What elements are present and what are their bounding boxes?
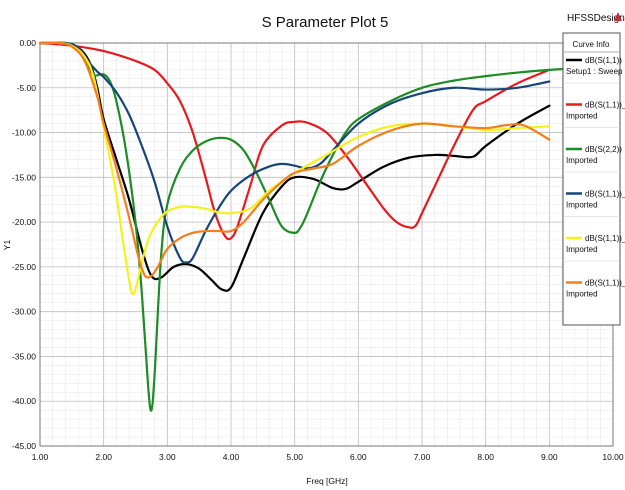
y-tick-label: -35.00 (12, 351, 36, 361)
legend-series-name: dB(S(1,1))_4 (585, 279, 625, 288)
legend-entries: dB(S(1,1)) Setup1 : Sweep dB(S(1,1))_1 Impo… (563, 56, 625, 299)
y-tick-labels: 0.00 -5.00 -10.00 -15.00 -20.00 -25.00 -30.00 -… (12, 38, 36, 451)
x-tick-label: 6.00 (350, 452, 367, 462)
x-tick-label: 4.00 (223, 452, 240, 462)
x-axis-label: Freq [GHz] (306, 476, 348, 486)
legend-series-name: dB(S(1,1))_3 (585, 234, 625, 243)
y-tick-label: -30.00 (12, 307, 36, 317)
y-tick-label: -40.00 (12, 396, 36, 406)
x-tick-label: 9.00 (541, 452, 558, 462)
legend-series-note: Imported (566, 112, 598, 121)
y-tick-label: -5.00 (17, 83, 37, 93)
legend-series-name: dB(S(1,1))_2 (585, 190, 625, 199)
y-tick-label: -25.00 (12, 262, 36, 272)
design-warning-icon[interactable] (614, 12, 622, 21)
legend-series-name: dB(S(2,2)) (585, 145, 622, 154)
y-tick-label: -15.00 (12, 172, 36, 182)
y-tick-label: 0.00 (19, 38, 36, 48)
y-tick-label: -45.00 (12, 441, 36, 451)
x-tick-label: 7.00 (414, 452, 431, 462)
x-tick-labels: 1.00 2.00 3.00 4.00 5.00 6.00 7.00 8.00 9.00 10.0… (32, 452, 624, 462)
legend-title: Curve Info (573, 40, 610, 49)
design-name-label: HFSSDesign1 (567, 13, 625, 24)
y-tick-label: -10.00 (12, 128, 36, 138)
chart-title: S Parameter Plot 5 (262, 14, 389, 31)
x-tick-label: 3.00 (159, 452, 176, 462)
legend-series-note: Imported (566, 245, 598, 254)
x-tick-label: 2.00 (95, 452, 112, 462)
series-line-4[interactable] (38, 41, 551, 264)
legend-series-name: dB(S(1,1)) (585, 56, 622, 65)
x-tick-label: 10.00 (602, 452, 624, 462)
x-tick-label: 1.00 (32, 452, 49, 462)
series-line-6[interactable] (38, 41, 551, 279)
series-line-5[interactable] (38, 41, 551, 296)
legend-series-note: Imported (566, 156, 598, 165)
y-axis-label: Y1 (2, 240, 12, 251)
legend-series-name: dB(S(1,1))_1 (585, 101, 625, 110)
legend-series-note: Imported (566, 290, 598, 299)
series-layer (38, 41, 583, 412)
y-tick-label: -20.00 (12, 217, 36, 227)
legend-series-note: Imported (566, 201, 598, 210)
series-line-2[interactable] (38, 41, 551, 241)
x-tick-label: 8.00 (477, 452, 494, 462)
legend-box (562, 32, 621, 326)
legend-series-note: Setup1 : Sweep (566, 67, 623, 76)
legend[interactable]: Curve Info dB(S(1,1))Setup1 : SweepdB(S(… (562, 32, 625, 326)
x-tick-label: 5.00 (286, 452, 303, 462)
